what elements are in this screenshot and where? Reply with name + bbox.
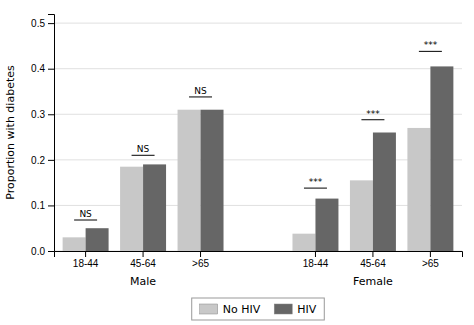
x-tick-mark [372,251,373,257]
annotation-label: NS [194,86,207,96]
bar [350,180,373,251]
x-tick-label: >65 [422,258,439,269]
grid-line [54,205,462,206]
x-tick-mark [430,251,431,257]
y-tick-label: 0.2 [31,155,45,166]
y-tick: 0.2 [31,155,54,166]
bar [373,133,396,252]
bar [407,128,430,251]
x-tick-mark [143,251,144,257]
x-tick: 18-44 [303,251,329,269]
bars [63,66,454,251]
legend: No HIV HIV [192,298,325,320]
bar [315,199,338,251]
x-axis-line [55,252,463,258]
plot: 0.0 0.1 0.2 0.3 0.4 0.5 18-44 45-64 >65 18-44 45-6… [4,15,463,289]
y-tick-mark [48,69,54,70]
grid-line [54,159,462,160]
group-label: Male [130,275,156,288]
legend-swatch [200,304,218,314]
legend-label: No HIV [223,303,261,316]
bar [120,167,143,251]
chart-container: 0.0 0.1 0.2 0.3 0.4 0.5 18-44 45-64 >65 18-44 45-6… [0,0,474,325]
x-tick: 18-44 [73,251,99,269]
y-tick-label: 0.1 [31,200,45,211]
y-axis-line [48,15,55,252]
annotation-line [132,155,155,156]
annotation-line [189,96,212,97]
y-tick-mark [48,205,54,206]
y-tick: 0.1 [31,200,54,211]
y-axis-title: Proportion with diabetes [4,65,17,200]
x-tick: 45-64 [360,251,386,269]
y-tick-label: 0.3 [31,109,45,120]
y-tick: 0.4 [31,63,54,74]
y-tick: 0.3 [31,109,54,120]
annotation-line [304,188,327,189]
y-axis: 0.0 0.1 0.2 0.3 0.4 0.5 [31,15,54,257]
y-tick: 0.5 [31,18,54,29]
annotation-line [74,220,97,221]
bar [143,164,166,251]
group-labels: Male Female [130,275,393,288]
x-tick-mark [315,251,316,257]
y-tick-label: 0.5 [31,18,45,29]
bar [430,66,453,251]
annotation-label: *** [309,177,323,187]
annotation-label: *** [366,109,380,119]
grid-line [54,23,462,24]
bar [63,237,86,251]
legend-swatch [274,304,292,314]
x-tick-label: >65 [192,258,209,269]
x-tick-label: 45-64 [130,258,156,269]
annotation-line [419,51,442,52]
annotation-line [361,119,384,120]
annotation-label: *** [424,40,438,50]
x-axis: 18-44 45-64 >65 18-44 45-64 >65 [55,251,463,269]
x-tick: >65 [192,251,209,269]
grid-line [54,68,462,69]
y-tick: 0.0 [31,246,54,257]
y-tick-mark [48,114,54,115]
x-tick-mark [85,251,86,257]
y-tick-mark [48,251,54,252]
legend-label: HIV [297,303,317,316]
x-tick-label: 18-44 [303,258,329,269]
bar [201,110,224,251]
annotations: NS NS NS *** *** *** [74,40,442,220]
grid [54,23,462,251]
bar-series [63,110,431,251]
bar [292,234,315,251]
y-tick-label: 0.0 [31,246,45,257]
chart: 0.0 0.1 0.2 0.3 0.4 0.5 18-44 45-64 >65 18-44 45-6… [0,0,474,325]
bar [178,110,201,251]
group-label: Female [353,275,393,288]
annotation-label: NS [137,144,150,154]
legend-frame [192,298,325,320]
x-tick: 45-64 [130,251,156,269]
x-tick-label: 18-44 [73,258,99,269]
x-tick-label: 45-64 [360,258,386,269]
bar [86,228,109,251]
y-tick-mark [48,23,54,24]
x-tick-mark [200,251,201,257]
y-tick-mark [48,160,54,161]
grid-line [54,114,462,115]
y-tick-label: 0.4 [31,63,45,74]
annotation-label: NS [79,209,92,219]
bar-series [86,66,454,251]
x-tick: >65 [422,251,439,269]
